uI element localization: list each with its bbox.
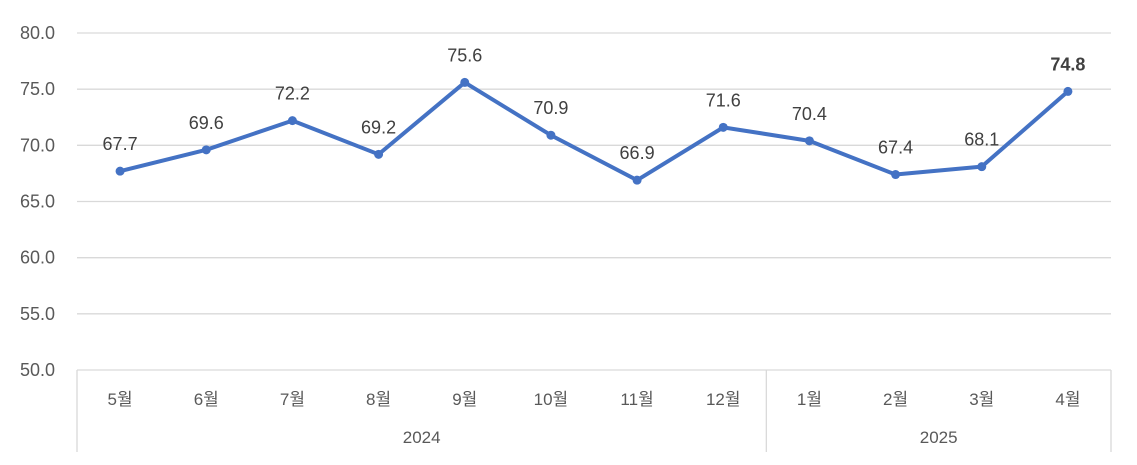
gridlines [77,32,1111,371]
x-tick-label: 9월 [452,390,477,409]
data-point-marker [1063,86,1073,96]
data-point-marker [632,175,642,185]
data-point-marker [718,122,728,132]
y-tick-label: 50.0 [20,360,55,380]
data-point-marker [115,166,125,176]
x-tick-label: 3월 [969,390,994,409]
data-label: 69.2 [361,117,396,137]
x-tick-label: 8월 [366,390,391,409]
data-point-marker [804,136,814,146]
data-series [115,77,1073,185]
y-tick-label: 55.0 [20,304,55,324]
data-label: 74.8 [1050,54,1085,74]
x-tick-label: 2월 [883,390,908,409]
y-tick-label: 70.0 [20,135,55,155]
x-axis: 5월 6월 7월 8월 9월 10월 11월 12월 1월 2월 3월 4월 2024 2025 [76,370,1112,452]
data-label: 67.7 [103,134,138,154]
data-label: 66.9 [620,143,655,163]
series-line [119,80,1070,183]
x-tick-label: 11월 [620,390,653,409]
x-tick-label: 10월 [534,390,569,409]
data-label: 67.4 [878,138,913,158]
data-point-marker [460,77,470,87]
data-label: 72.2 [275,84,310,104]
data-point-marker [891,170,901,180]
data-label: 71.6 [706,90,741,110]
y-tick-label: 75.0 [20,79,55,99]
y-tick-label: 60.0 [20,248,55,268]
x-group-label: 2024 [403,428,441,447]
x-group-label: 2025 [920,428,958,447]
y-tick-label: 80.0 [20,23,55,43]
y-axis: 50.0 55.0 60.0 65.0 70.0 75.0 80.0 [20,23,55,380]
x-tick-label: 1월 [797,390,822,409]
x-tick-label: 4월 [1055,390,1080,409]
x-tick-label: 7월 [280,390,305,409]
data-point-marker [546,130,556,140]
data-label: 70.9 [533,98,568,118]
data-label: 70.4 [792,104,827,124]
data-label: 68.1 [964,130,999,150]
data-point-marker [977,162,987,172]
data-label: 69.6 [189,113,224,133]
x-tick-label: 12월 [706,390,741,409]
data-labels: 67.7 69.6 72.2 69.2 75.6 70.9 66.9 71.6 70.4 67.4… [103,45,1086,163]
y-tick-label: 65.0 [20,192,55,212]
data-point-marker [201,145,211,155]
data-label: 75.6 [447,45,482,65]
data-point-marker [287,116,297,126]
x-tick-label: 5월 [108,390,133,409]
data-point-marker [374,149,384,159]
x-tick-label: 6월 [194,390,219,409]
